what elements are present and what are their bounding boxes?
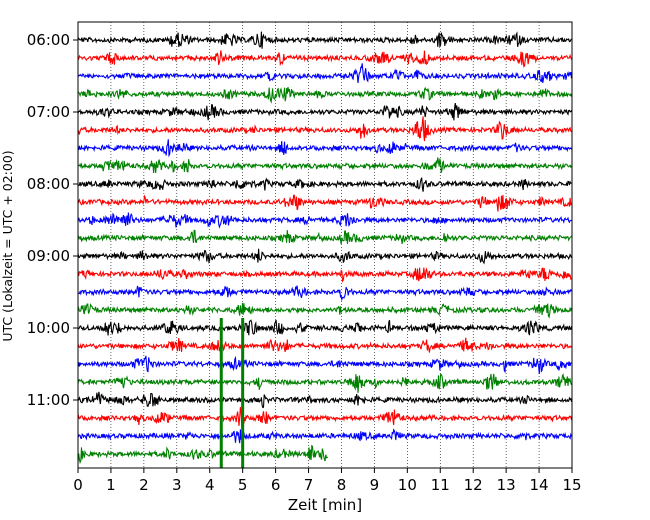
- seismic-trace: [77, 139, 572, 158]
- x-tick-label: 5: [238, 476, 248, 494]
- y-tick-label: 06:00: [27, 31, 70, 49]
- x-tick-label: 15: [562, 476, 581, 494]
- x-tick-label: 7: [304, 476, 314, 494]
- seismic-trace: [77, 116, 572, 142]
- x-tick-label: 6: [271, 476, 281, 494]
- seismic-trace: [77, 355, 572, 374]
- y-axis-label: UTC (Lokalzeit = UTC + 02:00): [0, 150, 15, 341]
- x-tick-label: 3: [172, 476, 182, 494]
- grid-lines: [110, 22, 540, 468]
- seismic-trace: [77, 407, 573, 428]
- seismic-trace: [77, 212, 572, 229]
- x-tick-label: 1: [106, 476, 116, 494]
- x-tick-label: 9: [370, 476, 380, 494]
- seismic-trace: [77, 267, 572, 283]
- x-tick-label: 4: [205, 476, 215, 494]
- plot-frame: [77, 21, 573, 469]
- seismic-trace: [77, 31, 572, 49]
- x-tick-label: 8: [337, 476, 347, 494]
- x-tick-label: 2: [139, 476, 149, 494]
- x-axis: 0 1 2 3 4 5 6 7 8 9 10 11 12 13 14 15: [73, 468, 582, 494]
- seismic-trace: [77, 63, 573, 83]
- seismic-trace: [77, 177, 572, 192]
- seismic-trace: [77, 373, 573, 393]
- seismic-trace: [77, 319, 573, 336]
- x-tick-label: 0: [73, 476, 83, 494]
- x-tick-label: 13: [497, 476, 516, 494]
- x-axis-label: Zeit [min]: [288, 496, 362, 514]
- seismic-trace: [77, 86, 573, 104]
- seismic-trace: [77, 194, 572, 212]
- x-tick-label: 14: [530, 476, 549, 494]
- seismic-trace: [77, 103, 572, 121]
- seismic-trace: [77, 337, 572, 353]
- seismic-trace: [77, 229, 572, 245]
- x-tick-label: 12: [464, 476, 483, 494]
- y-axis: 06:00 07:00 08:00 09:00 10:00 11:00: [27, 31, 78, 409]
- seismic-trace: [77, 391, 573, 409]
- seismic-trace: [77, 157, 572, 174]
- seismic-trace: [77, 50, 573, 68]
- seismic-trace: [77, 302, 573, 319]
- y-tick-label: 07:00: [27, 103, 70, 121]
- x-tick-label: 10: [398, 476, 417, 494]
- seismic-trace: [77, 444, 328, 465]
- y-tick-label: 10:00: [27, 319, 70, 337]
- seismic-trace: [77, 428, 573, 444]
- seismic-traces: [77, 31, 573, 468]
- x-tick-label: 11: [431, 476, 450, 494]
- y-tick-label: 09:00: [27, 247, 70, 265]
- seismic-trace: [77, 285, 572, 302]
- y-tick-label: 08:00: [27, 175, 70, 193]
- seismic-trace: [77, 248, 573, 265]
- y-tick-label: 11:00: [27, 391, 70, 409]
